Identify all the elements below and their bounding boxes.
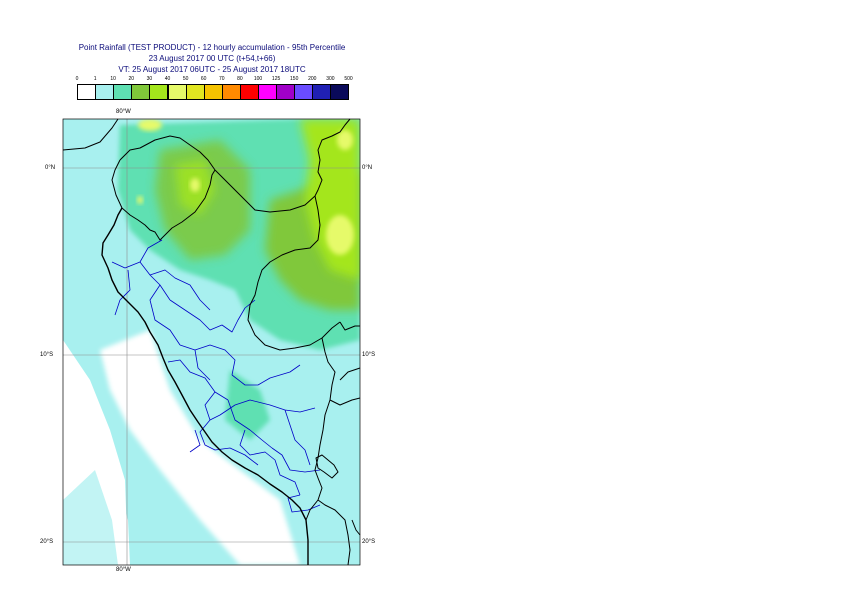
latitude-label-20-right: 20°S [362, 539, 376, 545]
longitude-label-top: 80°W [116, 109, 131, 115]
latitude-label-0-right: 0°N [362, 165, 373, 171]
model-run-time: 23 August 2017 00 UTC (t+54,t+66) [148, 54, 276, 63]
validity-time: VT: 25 August 2017 06UTC - 25 August 201… [118, 65, 306, 74]
latitude-label-0-left: 0°N [45, 165, 56, 171]
latitude-label-20-left: 20°S [40, 539, 54, 545]
map-title: Point Rainfall (TEST PRODUCT) - 12 hourl… [78, 43, 346, 52]
longitude-label-bottom: 80°W [116, 567, 131, 573]
latitude-label-10-right: 10°S [362, 352, 376, 358]
latitude-label-10-left: 10°S [40, 352, 54, 358]
